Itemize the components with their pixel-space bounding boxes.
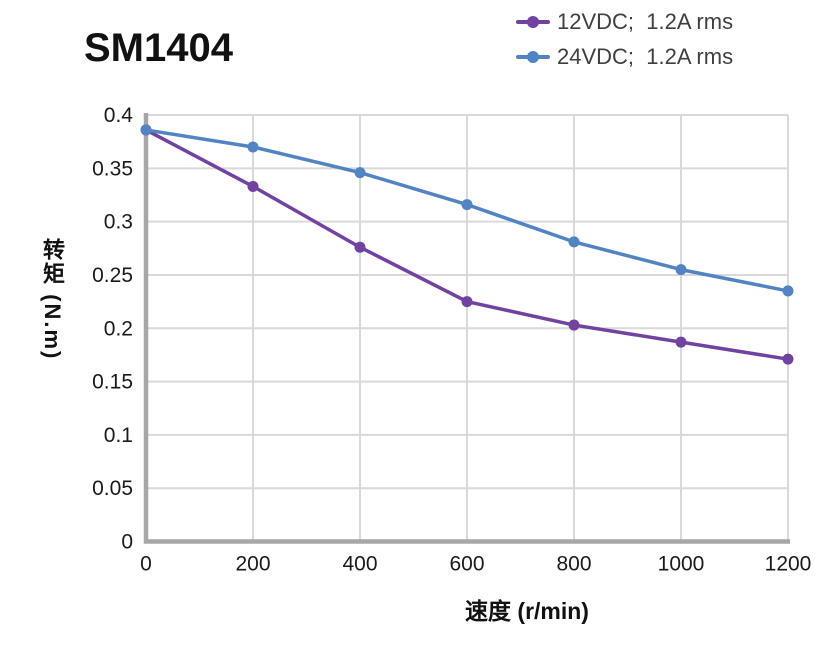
legend-label-24vdc: 24VDC; 1.2A rms xyxy=(557,43,734,69)
legend-marker-12vdc xyxy=(516,15,550,28)
x-axis-title: 速度 (r/min) xyxy=(465,598,589,624)
data-point-marker xyxy=(461,199,473,211)
y-tick-label: 0.05 xyxy=(92,477,133,500)
data-point-marker xyxy=(568,319,580,331)
legend: 12VDC; 1.2A rms 24VDC; 1.2A rms xyxy=(516,4,733,74)
y-tick-label: 0 xyxy=(121,531,133,554)
y-axis-title: 转矩 (N.m) xyxy=(40,238,65,361)
legend-item-24vdc: 24VDC; 1.2A rms xyxy=(516,39,733,74)
legend-item-12vdc: 12VDC; 1.2A rms xyxy=(516,4,733,39)
data-point-marker xyxy=(247,141,259,153)
y-tick-label: 0.35 xyxy=(92,157,133,180)
x-tick-label: 400 xyxy=(342,553,377,576)
data-point-marker xyxy=(782,353,794,365)
data-point-marker xyxy=(354,241,366,253)
legend-marker-24vdc xyxy=(516,50,550,63)
y-tick-label: 0.3 xyxy=(104,211,133,234)
x-tick-label: 1000 xyxy=(658,553,705,576)
data-point-marker xyxy=(140,124,152,136)
data-point-marker xyxy=(247,180,259,192)
data-point-marker xyxy=(354,167,366,179)
chart-title: SM1404 xyxy=(84,26,233,70)
data-point-marker xyxy=(675,336,687,348)
y-tick-label: 0.25 xyxy=(92,264,133,287)
x-tick-label: 800 xyxy=(556,553,591,576)
x-tick-label: 200 xyxy=(235,553,270,576)
legend-dot-icon xyxy=(527,50,539,63)
data-point-marker xyxy=(675,264,687,276)
legend-dot-icon xyxy=(527,15,539,28)
data-point-marker xyxy=(782,285,794,297)
x-tick-label: 600 xyxy=(449,553,484,576)
data-point-marker xyxy=(568,236,580,248)
y-tick-label: 0.15 xyxy=(92,371,133,394)
legend-label-12vdc: 12VDC; 1.2A rms xyxy=(557,8,734,34)
y-tick-label: 0.2 xyxy=(104,317,133,340)
data-point-marker xyxy=(461,296,473,308)
y-tick-label: 0.4 xyxy=(104,104,134,127)
y-tick-label: 0.1 xyxy=(104,424,133,447)
x-tick-label: 1200 xyxy=(765,553,812,576)
x-tick-label: 0 xyxy=(140,553,152,576)
